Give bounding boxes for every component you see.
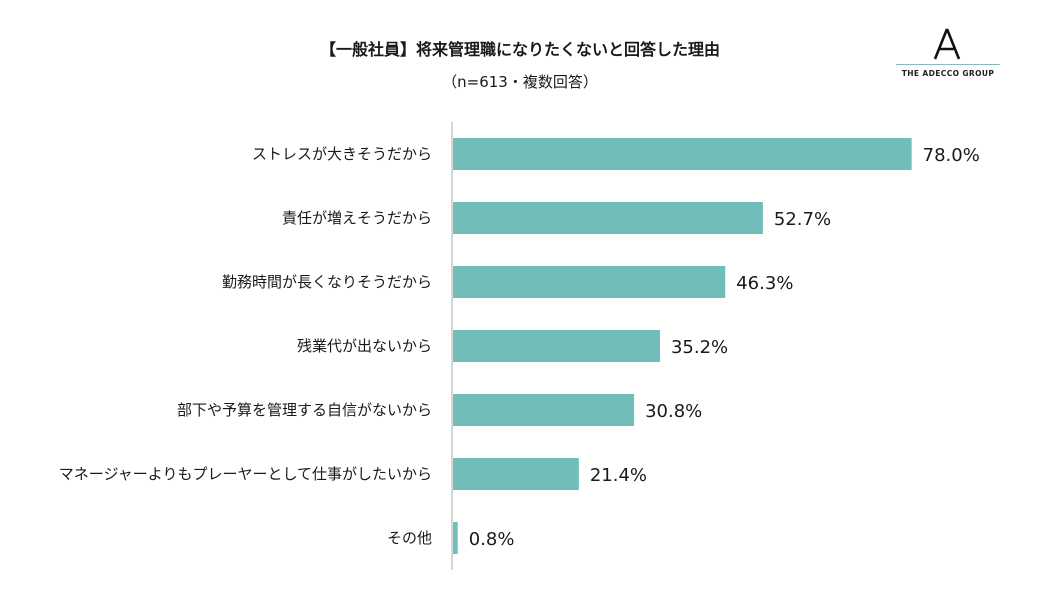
category-label: 責任が増えそうだから xyxy=(282,209,432,227)
bar xyxy=(453,138,912,170)
category-label: その他 xyxy=(387,529,432,547)
chart-subtitle: （n=613・複数回答） xyxy=(442,73,598,91)
data-label: 78.0% xyxy=(923,145,980,166)
category-label: ストレスが大きそうだから xyxy=(252,145,432,163)
logo-divider xyxy=(896,64,1000,65)
logo-text: THE ADECCO GROUP xyxy=(901,69,995,78)
category-label: マネージャーよりもプレーヤーとして仕事がしたいから xyxy=(59,465,432,483)
bar xyxy=(453,394,635,426)
bar xyxy=(453,202,763,234)
data-label: 35.2% xyxy=(671,337,728,358)
bar xyxy=(453,266,726,298)
category-label: 勤務時間が長くなりそうだから xyxy=(222,273,432,291)
adecco-logo: THE ADECCO GROUP xyxy=(896,28,1000,82)
bar xyxy=(453,330,660,362)
data-label: 52.7% xyxy=(774,209,831,230)
category-label: 部下や予算を管理する自信がないから xyxy=(177,401,432,419)
data-label: 21.4% xyxy=(590,465,647,486)
data-label: 30.8% xyxy=(645,401,702,422)
chart-title: 【一般社員】将来管理職になりたくないと回答した理由 xyxy=(319,40,720,59)
bar xyxy=(453,522,458,554)
bar xyxy=(453,458,579,490)
adecco-a-mark-icon xyxy=(933,28,961,60)
data-label: 0.8% xyxy=(469,529,515,550)
data-label: 46.3% xyxy=(736,273,793,294)
category-label: 残業代が出ないから xyxy=(297,337,432,355)
